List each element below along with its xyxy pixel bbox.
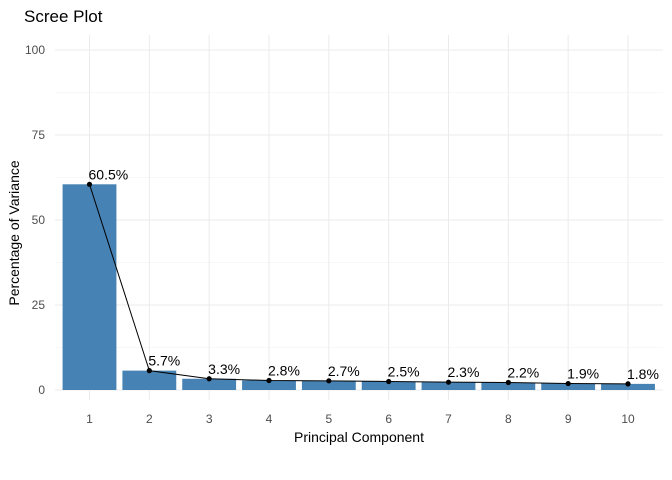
bar xyxy=(182,378,237,390)
points xyxy=(86,181,631,387)
y-tick-label: 25 xyxy=(32,298,46,312)
data-point xyxy=(206,376,212,382)
y-tick-label: 50 xyxy=(32,213,46,227)
data-point xyxy=(445,379,452,385)
bar xyxy=(601,383,655,390)
data-point xyxy=(86,181,93,187)
data-label: 2.7% xyxy=(328,363,360,379)
series-line xyxy=(89,184,629,385)
data-label: 1.9% xyxy=(567,366,599,382)
trend-line xyxy=(89,184,629,385)
x-axis-label: Principal Component xyxy=(294,429,424,445)
x-tick-label: 6 xyxy=(385,412,392,426)
x-tick-label: 8 xyxy=(505,412,512,426)
y-tick-labels: 0 25 50 75 100 xyxy=(25,43,45,397)
data-label: 2.3% xyxy=(448,364,480,380)
x-tick-label: 10 xyxy=(621,412,635,426)
chart-title: Scree Plot xyxy=(24,7,103,26)
data-label: 3.3% xyxy=(208,361,240,377)
y-axis-label: Percentage of Variance xyxy=(6,160,22,305)
x-tick-label: 7 xyxy=(445,412,452,426)
bar xyxy=(122,370,177,390)
x-tick-label: 5 xyxy=(325,412,332,426)
data-label: 1.8% xyxy=(627,366,659,382)
bar xyxy=(541,383,596,390)
x-tick-labels: 1 2 3 4 5 6 7 8 9 10 xyxy=(86,412,635,426)
data-label: 2.8% xyxy=(268,362,300,378)
x-tick-label: 9 xyxy=(565,412,572,426)
x-tick-label: 4 xyxy=(266,412,273,426)
data-point xyxy=(146,368,152,374)
bar xyxy=(62,184,117,390)
bar xyxy=(301,380,356,390)
data-label: 5.7% xyxy=(148,353,180,369)
data-point xyxy=(565,380,571,387)
y-tick-label: 0 xyxy=(38,383,45,397)
data-point xyxy=(625,381,631,387)
bar xyxy=(481,382,536,390)
x-tick-label: 2 xyxy=(146,412,153,426)
data-point xyxy=(386,378,392,385)
bar xyxy=(242,380,296,390)
y-tick-label: 100 xyxy=(25,43,45,57)
x-tick-label: 1 xyxy=(86,412,93,426)
bar xyxy=(361,381,416,390)
data-labels: 60.5% 5.7% 3.3% 2.8% 2.7% 2.5% 2.3% 2.2% 1.9% 1.8… xyxy=(89,166,659,382)
bars xyxy=(62,184,655,390)
x-tick-label: 3 xyxy=(206,412,213,426)
data-label: 2.5% xyxy=(388,364,420,380)
grid xyxy=(55,35,663,400)
data-point xyxy=(266,377,272,384)
y-tick-label: 75 xyxy=(32,128,46,142)
data-point xyxy=(505,379,511,386)
data-label: 2.2% xyxy=(507,365,539,381)
data-point xyxy=(326,378,332,384)
bar xyxy=(421,382,476,390)
data-label: 60.5% xyxy=(89,166,129,182)
